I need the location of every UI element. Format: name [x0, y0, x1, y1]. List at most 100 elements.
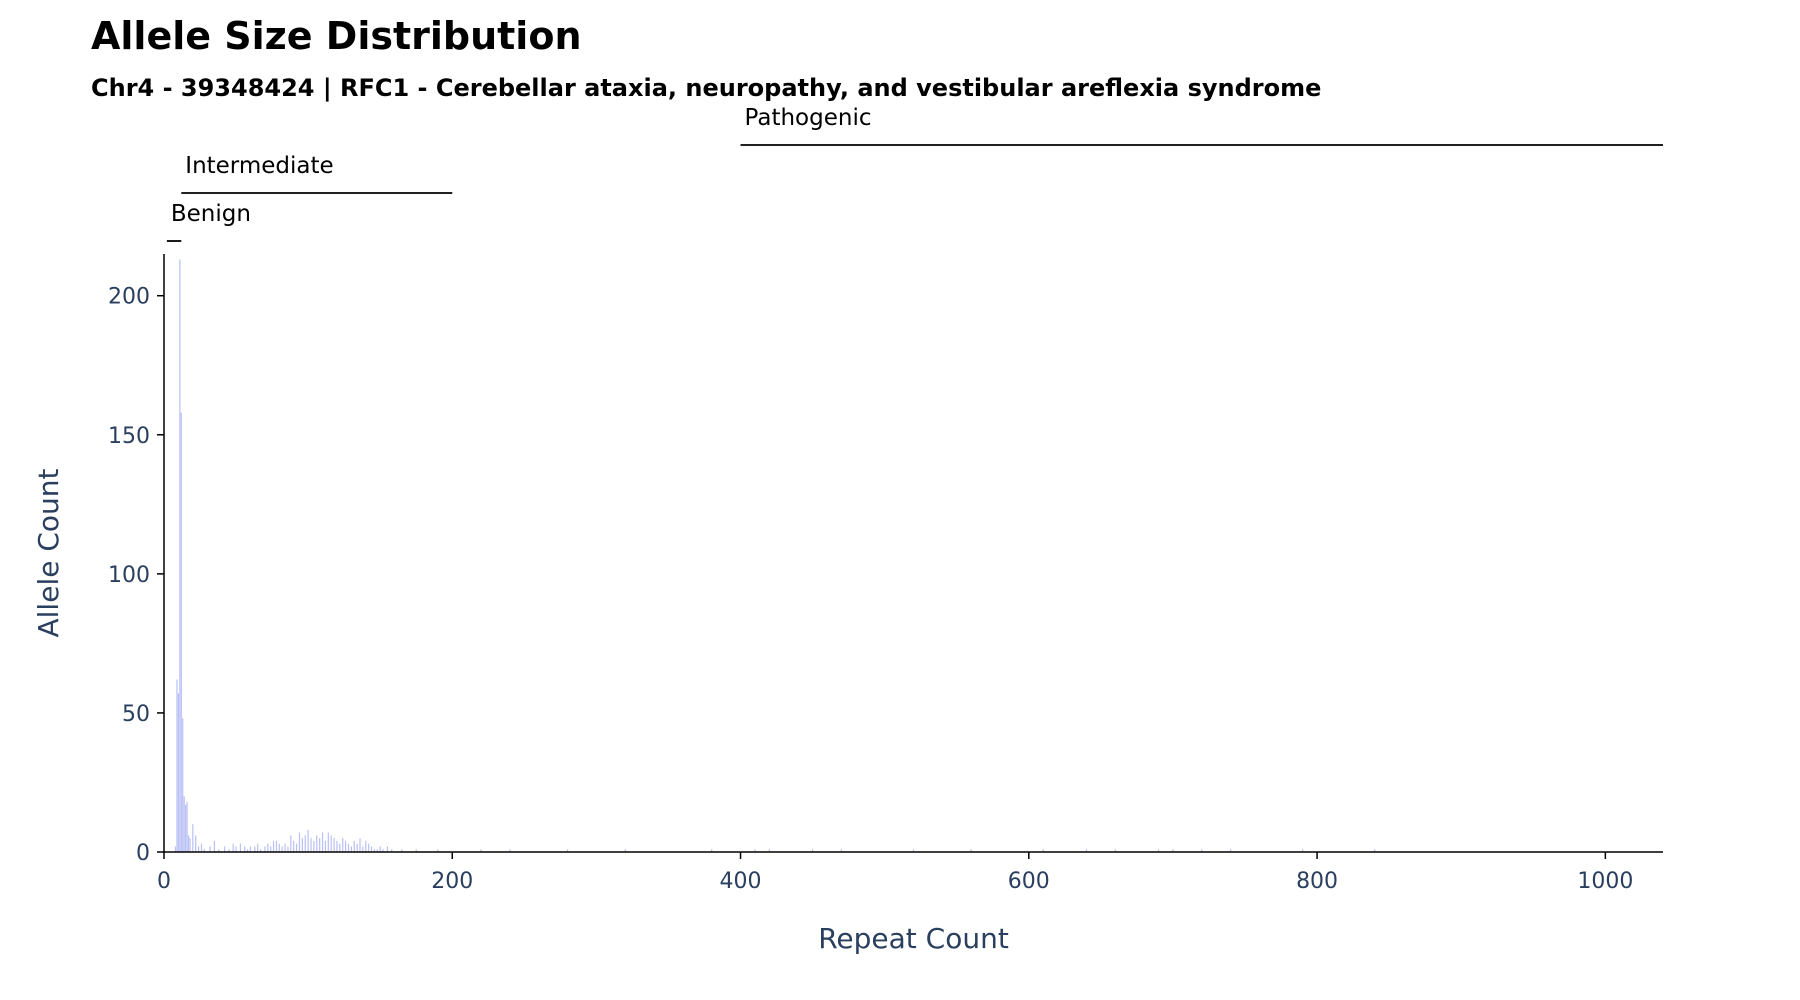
bar [213, 840, 216, 852]
bar [362, 846, 364, 852]
y-axis-title: Allele Count [32, 468, 65, 637]
range-label: Pathogenic [745, 105, 872, 131]
y-tick-label: 50 [122, 702, 150, 727]
bar [232, 843, 234, 852]
bar [257, 843, 259, 852]
bar [368, 843, 370, 852]
bar [186, 801, 188, 852]
bar [192, 824, 194, 852]
axes: 0 200 400 600 800 1000 0 50 100 150 200 Repeat Coun… [32, 254, 1663, 955]
bar [509, 849, 511, 852]
bar [1230, 849, 1232, 852]
x-axis-title: Repeat Count [818, 922, 1009, 955]
bar [177, 693, 180, 852]
bar [270, 846, 272, 852]
bar [301, 838, 303, 852]
bar [287, 846, 289, 852]
bar [336, 840, 338, 852]
bar [223, 846, 226, 852]
bar [203, 849, 205, 852]
x-tick-label: 1000 [1577, 869, 1633, 894]
bar [327, 832, 329, 852]
bar [350, 846, 352, 852]
bar [624, 849, 626, 852]
bar [284, 843, 286, 852]
bar [272, 840, 275, 852]
bar [278, 843, 280, 852]
bar [370, 846, 373, 852]
bar [379, 846, 381, 852]
bar [296, 843, 298, 852]
x-tick-label: 400 [720, 869, 762, 894]
bar [330, 835, 332, 852]
bar [239, 843, 241, 852]
bar [1085, 849, 1088, 852]
bar [307, 829, 309, 852]
bar [218, 849, 220, 852]
bars [174, 259, 1376, 852]
y-tick-label: 200 [108, 285, 150, 310]
bar [174, 846, 177, 852]
bar [267, 843, 269, 852]
bar [197, 846, 200, 852]
bar [290, 835, 292, 852]
bar [319, 838, 321, 852]
bar [228, 849, 230, 852]
bar [365, 840, 367, 852]
bar [1157, 849, 1160, 852]
bar [176, 679, 178, 852]
bar [711, 849, 713, 852]
bar [313, 840, 315, 852]
bar [185, 804, 187, 852]
bar [345, 840, 347, 852]
bar [293, 840, 295, 852]
bar [244, 846, 246, 852]
bar [437, 849, 439, 852]
bar [1114, 849, 1116, 852]
x-tick-label: 0 [157, 869, 171, 894]
bar [1172, 849, 1174, 852]
bar [768, 849, 770, 852]
bar [182, 718, 184, 852]
y-tick-label: 150 [108, 424, 150, 449]
bar [373, 849, 376, 852]
bar [566, 849, 569, 852]
bar [316, 835, 318, 852]
bar [189, 838, 191, 852]
bar [401, 849, 403, 852]
x-tick-label: 600 [1008, 869, 1050, 894]
bar [259, 849, 262, 852]
bar [180, 412, 182, 852]
bar [840, 849, 843, 852]
bar [183, 796, 185, 852]
bar [376, 849, 378, 852]
bar [1042, 849, 1044, 852]
bar [333, 838, 335, 852]
bar [321, 832, 324, 852]
bar [812, 849, 814, 852]
bar [304, 835, 306, 852]
bar [382, 849, 384, 852]
x-tick-label: 800 [1296, 869, 1338, 894]
chart-subtitle: Chr4 - 39348424 | RFC1 - Cerebellar atax… [91, 74, 1322, 102]
bar [1302, 849, 1304, 852]
bar [912, 849, 915, 852]
bar [254, 846, 256, 852]
bar [298, 832, 301, 852]
bar [179, 259, 181, 852]
bar [324, 840, 327, 852]
bar [187, 835, 190, 852]
chart-title: Allele Size Distribution [91, 14, 582, 58]
bar [342, 838, 344, 852]
range-label: Intermediate [185, 153, 333, 179]
bar [347, 843, 350, 852]
bar [1374, 849, 1376, 852]
bar [310, 838, 312, 852]
bar [195, 835, 197, 852]
bar [264, 846, 266, 852]
bar [281, 846, 283, 852]
x-tick-label: 200 [431, 869, 473, 894]
bar [754, 849, 756, 852]
